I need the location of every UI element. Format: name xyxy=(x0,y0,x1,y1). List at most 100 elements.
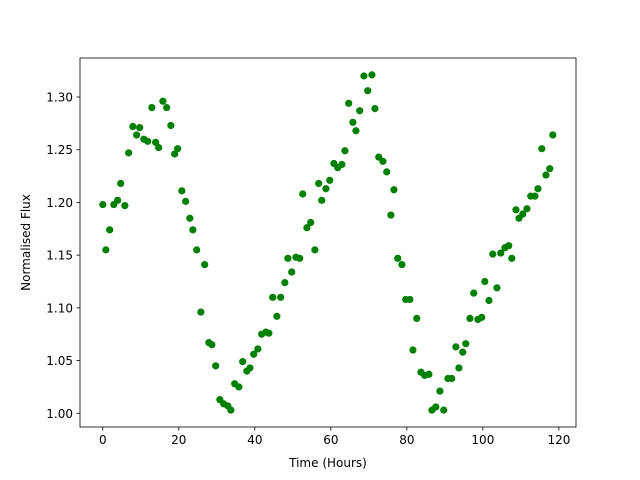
scatter-point xyxy=(208,341,216,349)
y-tick-label: 1.05 xyxy=(46,354,73,368)
scatter-point xyxy=(265,329,273,337)
scatter-point xyxy=(425,370,433,378)
x-tick-label: 60 xyxy=(323,433,338,447)
scatter-point xyxy=(250,350,258,358)
scatter-point xyxy=(485,296,493,305)
y-axis-label: Normalised Flux xyxy=(19,194,33,291)
scatter-point xyxy=(167,121,175,130)
x-tick-label: 120 xyxy=(547,433,570,447)
y-tick-label: 1.00 xyxy=(46,407,73,421)
scatter-point xyxy=(117,179,125,188)
scatter-point xyxy=(379,157,387,165)
scatter-point xyxy=(481,277,489,286)
scatter-point xyxy=(534,185,542,193)
scatter-point xyxy=(409,346,417,354)
scatter-point xyxy=(277,293,285,301)
x-tick-label: 40 xyxy=(247,433,262,447)
scatter-point xyxy=(315,179,323,188)
scatter-point xyxy=(269,293,277,301)
x-tick-label: 0 xyxy=(99,433,107,447)
y-tick-label: 1.20 xyxy=(46,196,73,210)
scatter-point xyxy=(201,261,209,269)
scatter-point xyxy=(546,165,554,173)
x-tick-label: 80 xyxy=(399,433,414,447)
scatter-point xyxy=(505,242,513,250)
scatter-point xyxy=(102,246,110,254)
scatter-point xyxy=(163,103,171,112)
scatter-point xyxy=(390,186,398,194)
scatter-point xyxy=(387,211,395,219)
scatter-point xyxy=(452,343,460,351)
scatter-point xyxy=(311,246,319,254)
scatter-point xyxy=(254,345,262,353)
scatter-point xyxy=(338,160,346,169)
scatter-point xyxy=(227,406,235,414)
scatter-point xyxy=(182,197,190,205)
scatter-point xyxy=(281,278,289,287)
scatter-point xyxy=(212,362,220,370)
scatter-point xyxy=(448,374,456,383)
scatter-point xyxy=(523,205,531,213)
x-axis-label: Time (Hours) xyxy=(288,456,367,470)
scatter-point xyxy=(152,138,160,146)
scatter-point xyxy=(508,254,516,262)
scatter-point xyxy=(432,403,440,411)
scatter-point xyxy=(406,295,414,304)
scatter-point xyxy=(148,103,156,112)
scatter-point xyxy=(542,171,550,179)
scatter-point xyxy=(296,254,304,262)
scatter-point xyxy=(413,314,421,323)
scatter-point xyxy=(235,383,243,391)
scatter-point xyxy=(303,224,311,232)
scatter-point xyxy=(356,107,364,115)
scatter-point xyxy=(197,308,205,316)
scatter-point xyxy=(299,190,307,198)
scatter-point xyxy=(121,202,129,210)
scatter-point xyxy=(159,97,167,105)
scatter-point xyxy=(106,226,114,234)
scatter-point xyxy=(349,118,357,126)
scatter-point xyxy=(394,254,402,262)
scatter-point xyxy=(368,71,376,79)
scatter-point xyxy=(189,226,197,234)
scatter-point xyxy=(193,246,201,254)
plot-frame xyxy=(79,57,577,428)
y-tick-label: 1.15 xyxy=(46,249,73,263)
scatter-point xyxy=(352,127,360,135)
scatter-point xyxy=(455,364,463,372)
scatter-point xyxy=(493,284,501,292)
scatter-point xyxy=(466,314,474,323)
scatter-point xyxy=(155,144,163,152)
scatter-point xyxy=(288,268,296,276)
x-tick-label: 100 xyxy=(471,433,494,447)
scatter-point xyxy=(133,131,141,139)
scatter-point xyxy=(398,261,406,269)
scatter-point xyxy=(136,123,144,132)
scatter-point xyxy=(436,387,444,395)
x-tick-label: 20 xyxy=(171,433,186,447)
scatter-point xyxy=(459,348,467,356)
scatter-point xyxy=(440,406,448,414)
scatter-point xyxy=(478,313,486,321)
scatter-point xyxy=(519,210,527,218)
scatter-point xyxy=(371,105,379,113)
scatter-point xyxy=(174,145,182,153)
scatter-point xyxy=(326,176,334,184)
scatter-point xyxy=(114,196,122,204)
scatter-point xyxy=(470,289,478,297)
scatter-point xyxy=(360,72,368,80)
scatter-point xyxy=(129,122,137,131)
scatter-point xyxy=(341,147,349,155)
scatter-point xyxy=(512,206,520,214)
y-tick-label: 1.30 xyxy=(46,91,73,105)
scatter-point xyxy=(462,340,470,348)
scatter-point xyxy=(239,358,247,366)
scatter-point xyxy=(178,187,186,195)
scatter-point xyxy=(531,192,539,200)
scatter-point xyxy=(322,185,330,193)
scatter-point xyxy=(186,214,194,222)
scatter-point xyxy=(284,254,292,262)
scatter-point xyxy=(144,137,152,145)
scatter-point xyxy=(538,145,546,153)
